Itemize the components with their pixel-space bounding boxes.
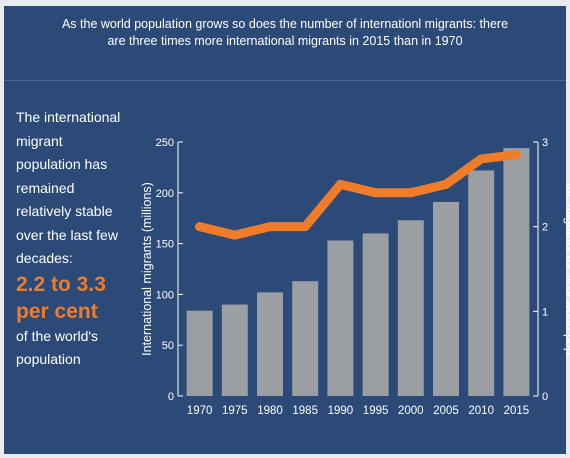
- percent-point: [230, 230, 240, 240]
- left-tick-label: 250: [156, 137, 174, 149]
- x-tick-label: 1970: [187, 405, 213, 417]
- x-tick-label: 1990: [328, 405, 354, 417]
- sidebar-line: migrant: [16, 132, 63, 149]
- title-line-1: As the world population grows so does th…: [61, 17, 509, 31]
- bar: [503, 148, 530, 396]
- bar: [397, 220, 424, 396]
- x-tick-label: 1980: [257, 405, 283, 417]
- percent-point: [195, 222, 205, 232]
- x-tick-label: 1985: [292, 405, 318, 417]
- left-tick-label: 100: [156, 289, 174, 301]
- percent-point: [371, 188, 381, 198]
- bar: [468, 170, 495, 396]
- percent-point: [476, 154, 486, 164]
- sidebar-line: over the last few: [16, 226, 118, 243]
- sidebar-line: The international: [16, 109, 121, 125]
- y2-axis-title: Int. migrants as % of world pop: [563, 183, 570, 355]
- title-line-2: are three times more international migra…: [107, 34, 463, 48]
- title-divider: [4, 80, 566, 81]
- bar: [362, 233, 389, 396]
- sidebar-line: population has: [16, 156, 108, 172]
- percent-point: [335, 179, 345, 189]
- right-tick-label: 3: [542, 137, 548, 149]
- x-tick-label: 1995: [363, 405, 389, 417]
- chart-title: As the world population grows so does th…: [4, 16, 566, 50]
- sidebar-line: population: [16, 351, 81, 367]
- left-tick-label: 0: [168, 391, 174, 403]
- bar: [433, 201, 459, 396]
- x-tick-label: 2015: [504, 405, 530, 417]
- right-tick-label: 2: [542, 222, 548, 234]
- percent-point: [406, 188, 416, 198]
- sidebar-line: relatively stable: [16, 203, 113, 219]
- bar: [221, 304, 248, 396]
- y-axis-title: International migrants (millions): [140, 182, 154, 356]
- left-tick-label: 150: [156, 239, 174, 251]
- percent-point: [265, 222, 275, 232]
- left-tick-label: 50: [162, 340, 174, 352]
- percent-point: [511, 150, 521, 160]
- highlight-range: 2.2 to 3.3: [16, 272, 106, 296]
- sidebar-line: remained: [16, 179, 75, 196]
- bar: [292, 281, 319, 396]
- x-tick-label: 2005: [433, 405, 459, 417]
- percent-point: [441, 179, 451, 189]
- left-tick-label: 200: [156, 188, 174, 200]
- bar: [186, 310, 213, 396]
- percent-line: [195, 150, 521, 240]
- sidebar-line: decades:: [16, 250, 73, 266]
- right-tick-label: 0: [542, 391, 548, 403]
- x-tick-label: 2000: [398, 405, 424, 417]
- highlight-unit: per cent: [16, 299, 98, 323]
- bar: [257, 292, 283, 396]
- x-tick-label: 1975: [222, 405, 248, 417]
- right-tick-label: 1: [542, 306, 548, 318]
- percent-point: [300, 222, 310, 232]
- x-tick-label: 2010: [468, 405, 494, 417]
- sidebar-text: The international migrant population has…: [16, 106, 146, 372]
- bar: [327, 240, 354, 396]
- sidebar-line: of the world's: [16, 327, 99, 344]
